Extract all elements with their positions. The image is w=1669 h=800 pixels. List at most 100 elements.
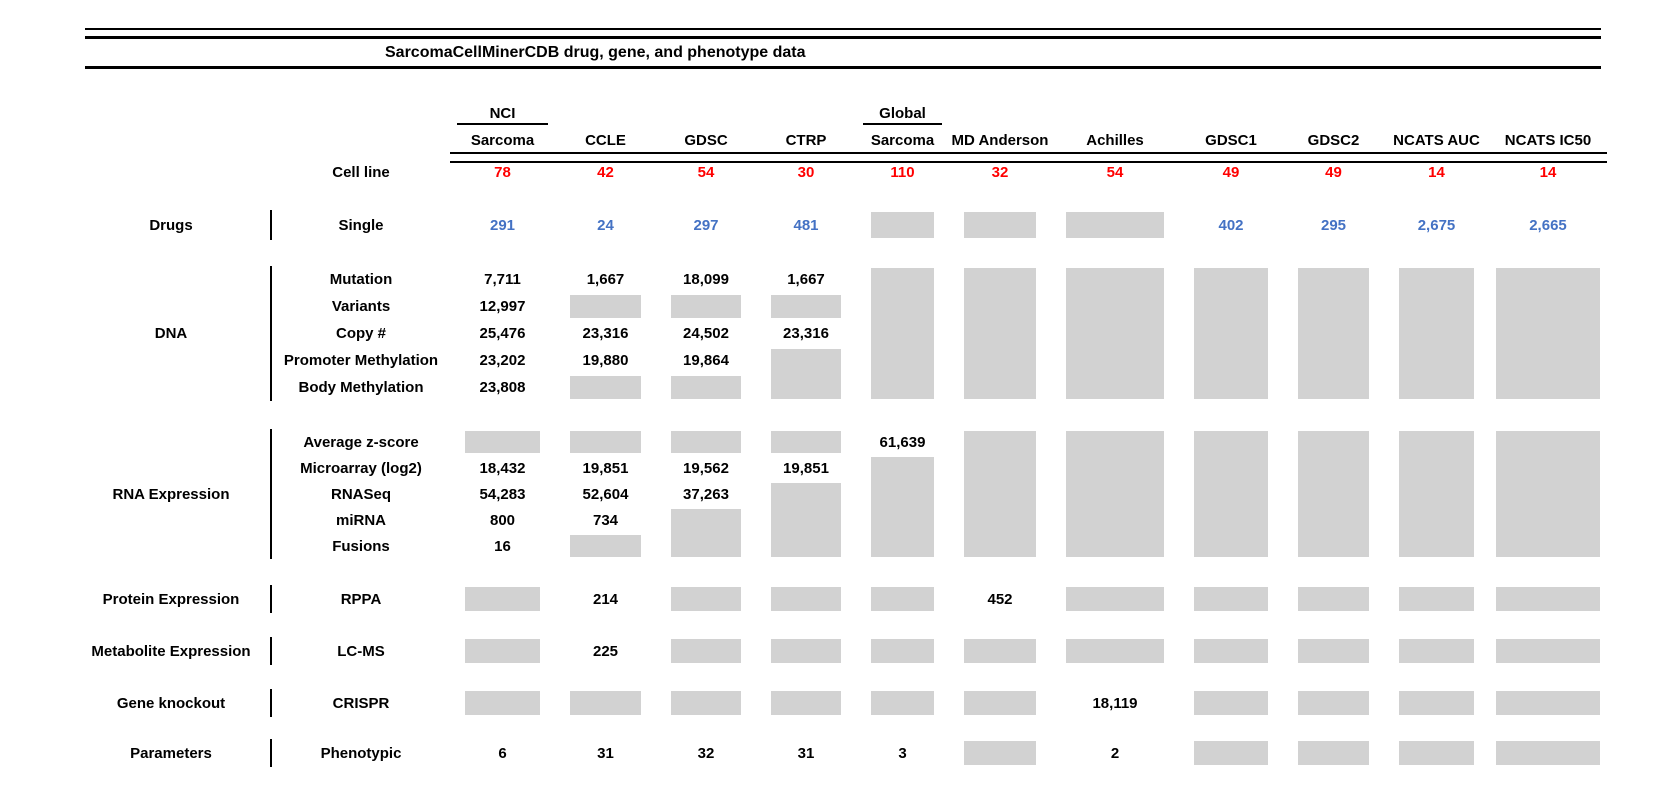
data-cell: 24 — [597, 216, 614, 234]
data-cell: 2,675 — [1417, 216, 1456, 234]
data-cell: 61,639 — [879, 433, 926, 451]
no-data-block — [1194, 587, 1268, 611]
data-cell: 23,202 — [479, 352, 526, 369]
row-label: Average z-score — [303, 433, 419, 451]
column-header-achilles: Achilles — [1086, 132, 1144, 149]
data-cell: 800 — [489, 511, 516, 529]
no-data-block — [1066, 268, 1164, 399]
category-divider — [270, 429, 272, 559]
no-data-block — [771, 295, 841, 318]
no-data-block — [570, 535, 641, 557]
table-section: Protein Expression RPPA 214 452 — [70, 585, 1669, 613]
no-data-block — [1298, 639, 1369, 663]
data-cell: 3 — [898, 744, 907, 762]
table-section: Gene knockout CRISPR 18,119 — [70, 689, 1669, 717]
category-divider — [270, 689, 272, 717]
row-label: Variants — [331, 298, 391, 315]
data-cell: 18,119 — [1092, 694, 1138, 712]
no-data-block — [964, 268, 1036, 399]
cell-line-count: 49 — [1222, 164, 1240, 181]
data-cell: 18,099 — [683, 271, 729, 288]
column-header-global-sarcoma: Sarcoma — [870, 132, 935, 149]
no-data-block — [1298, 741, 1369, 765]
cell-line-count: 30 — [797, 164, 815, 181]
no-data-block — [964, 212, 1036, 238]
cell-line-count: 54 — [1106, 164, 1124, 181]
column-header-top-global-sarcoma: Global — [863, 105, 942, 125]
data-cell: 23,316 — [783, 325, 829, 342]
data-cell: 25,476 — [479, 325, 526, 342]
column-header-ccle: CCLE — [585, 132, 626, 149]
row-label: miRNA — [335, 511, 386, 529]
title-top-rule — [85, 28, 1601, 30]
data-cell: 52,604 — [582, 485, 629, 503]
no-data-block — [1066, 212, 1164, 238]
table-section: Drugs Single 291 24 297 481 402 295 2,675 2,665 — [70, 210, 1669, 240]
row-label: RNASeq — [330, 485, 391, 503]
data-cell: 452 — [987, 590, 1013, 608]
data-cell: 19,880 — [582, 352, 629, 369]
no-data-block — [771, 639, 841, 663]
data-cell: 734 — [592, 511, 619, 529]
no-data-block — [570, 431, 641, 453]
no-data-block — [1399, 587, 1474, 611]
no-data-block — [1194, 639, 1268, 663]
data-cell: 225 — [592, 642, 619, 660]
no-data-block — [1399, 691, 1474, 715]
data-cell: 23,316 — [582, 325, 629, 342]
no-data-block — [570, 376, 641, 399]
data-cell: 2 — [1110, 744, 1120, 762]
column-header-gdsc: GDSC — [684, 132, 728, 149]
data-cell: 19,864 — [683, 352, 729, 369]
data-cell: 2,665 — [1529, 216, 1567, 234]
no-data-block — [1399, 268, 1474, 399]
no-data-block — [1298, 691, 1369, 715]
no-data-block — [1066, 587, 1164, 611]
category-divider — [270, 585, 272, 613]
no-data-block — [1496, 691, 1600, 715]
data-cell: 481 — [793, 216, 819, 234]
cell-line-count: 14 — [1539, 164, 1557, 181]
category-divider — [270, 210, 272, 240]
column-header-md-anderson: MD Anderson — [951, 132, 1049, 149]
row-label: Mutation — [329, 271, 393, 288]
row-label: Body Methylation — [298, 379, 424, 396]
cell-line-row-label: Cell line — [332, 164, 390, 181]
no-data-block — [871, 639, 934, 663]
no-data-block — [570, 691, 641, 715]
no-data-block — [871, 457, 934, 557]
no-data-block — [1066, 639, 1164, 663]
data-cell: 214 — [592, 590, 619, 608]
no-data-block — [1496, 268, 1600, 399]
data-cell: 291 — [489, 216, 516, 234]
no-data-block — [1496, 639, 1600, 663]
title-block: SarcomaCellMinerCDB drug, gene, and phen… — [85, 28, 1601, 69]
data-cell: 402 — [1218, 216, 1244, 234]
category-divider — [270, 637, 272, 665]
category-divider — [270, 266, 272, 401]
no-data-block — [964, 691, 1036, 715]
no-data-block — [1399, 741, 1474, 765]
data-cell: 297 — [693, 216, 719, 234]
no-data-block — [1298, 587, 1369, 611]
cell-line-count: 14 — [1428, 164, 1445, 181]
no-data-block — [771, 483, 841, 557]
table-body: Drugs Single 291 24 297 481 402 295 2,675 2,665 DN… — [70, 210, 1669, 767]
no-data-block — [465, 587, 540, 611]
row-label: LC-MS — [337, 642, 385, 660]
data-cell: 19,562 — [683, 459, 729, 477]
no-data-block — [570, 295, 641, 318]
no-data-block — [1194, 431, 1268, 557]
category-label: Metabolite Expression — [91, 642, 251, 660]
no-data-block — [1496, 741, 1600, 765]
row-label: Microarray (log2) — [300, 459, 422, 477]
no-data-block — [671, 639, 741, 663]
cell-line-count: 49 — [1325, 164, 1342, 181]
no-data-block — [964, 741, 1036, 765]
no-data-block — [465, 691, 540, 715]
data-cell: 19,851 — [582, 459, 629, 477]
column-header-gdsc1: GDSC1 — [1205, 132, 1257, 149]
cell-line-count: 42 — [597, 164, 614, 181]
no-data-block — [465, 431, 540, 453]
